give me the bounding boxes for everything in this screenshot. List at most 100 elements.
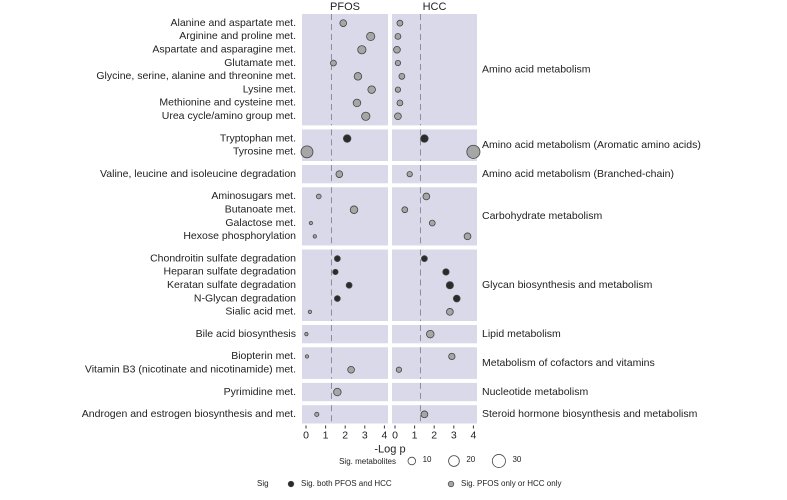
dot xyxy=(349,205,359,214)
row-label: Arginine and proline met. xyxy=(179,30,296,42)
dot xyxy=(332,268,339,276)
group-label: Metabolism of cofactors and vitamins xyxy=(482,357,655,369)
dot xyxy=(366,31,376,42)
dot xyxy=(300,145,314,159)
dot xyxy=(463,232,472,241)
size-legend-label: 20 xyxy=(466,455,475,464)
panel-background xyxy=(392,405,477,424)
row-label: Hexose phosphorylation xyxy=(183,230,296,242)
x-tick-label: 0 xyxy=(303,429,309,441)
row-label: Methionine and cysteine met. xyxy=(159,97,296,109)
dot xyxy=(334,295,341,302)
color-legend-title: Sig xyxy=(257,479,269,488)
row-label: Vitamin B3 (nicotinate and nicotinamide)… xyxy=(85,364,296,376)
dot xyxy=(315,193,322,200)
dot xyxy=(367,85,376,94)
row-label: Tyrosine met. xyxy=(233,146,296,158)
size-legend-dot xyxy=(491,454,506,468)
dot xyxy=(396,99,404,107)
dot xyxy=(335,170,344,178)
dot xyxy=(352,98,362,108)
row-label: Lysine met. xyxy=(243,83,296,95)
dot xyxy=(394,33,402,40)
row-label: Alanine and aspartate met. xyxy=(171,17,297,29)
dot xyxy=(307,309,313,314)
panel-title: PFOS xyxy=(330,1,360,13)
dot xyxy=(353,72,363,81)
panel-background xyxy=(302,325,388,344)
dot xyxy=(421,255,428,262)
row-label: N-Glycan degradation xyxy=(194,292,296,304)
panel-background xyxy=(302,382,388,402)
row-label: Chondroitin sulfate degradation xyxy=(150,252,296,264)
dot xyxy=(448,352,456,361)
panel-background xyxy=(392,347,477,379)
row-label: Tryptophan met. xyxy=(220,132,296,144)
x-axis-label: -Log p xyxy=(374,443,405,455)
dot xyxy=(304,354,310,359)
dot xyxy=(393,45,401,54)
panel-background xyxy=(392,249,477,321)
row-label: Keratan sulfate degradation xyxy=(167,279,296,291)
color-legend-label: Sig. both PFOS and HCC xyxy=(301,479,392,488)
row-label: Biopterin met. xyxy=(231,350,296,362)
panel-background xyxy=(302,405,388,424)
group-label: Steroid hormone biosynthesis and metabol… xyxy=(482,408,698,420)
dot xyxy=(330,59,337,67)
row-label: Urea cycle/amino group met. xyxy=(162,110,296,122)
dot xyxy=(452,294,461,303)
row-label: Glycine, serine, alanine and threonine m… xyxy=(96,70,296,82)
x-tick-label: 1 xyxy=(412,429,418,441)
dot xyxy=(357,45,367,55)
group-label: Amino acid metabolism (Branched-chain) xyxy=(482,168,674,180)
dot xyxy=(446,308,454,316)
dot xyxy=(442,268,450,276)
dot xyxy=(401,206,409,214)
size-legend-label: 30 xyxy=(512,455,521,464)
panel-background xyxy=(302,347,388,379)
dot xyxy=(396,19,404,27)
panel-background xyxy=(392,325,477,344)
panel-background xyxy=(392,382,477,402)
color-legend-dot xyxy=(447,480,455,488)
row-label: Bile acid biosynthesis xyxy=(196,328,296,340)
panel-background xyxy=(392,14,477,126)
dot xyxy=(347,365,355,374)
panel-title: HCC xyxy=(423,1,447,13)
row-label: Glutamate met. xyxy=(224,57,296,69)
x-tick-label: 4 xyxy=(381,429,387,441)
panel-background xyxy=(392,129,477,161)
dot xyxy=(428,219,436,227)
dot xyxy=(339,19,348,27)
x-tick-label: 2 xyxy=(431,429,437,441)
x-tick-label: 0 xyxy=(392,429,398,441)
dot xyxy=(394,59,402,67)
x-tick-label: 3 xyxy=(362,429,368,441)
row-label: Galactose met. xyxy=(225,217,296,229)
panel-background xyxy=(302,165,388,184)
row-label: Androgen and estrogen biosynthesis and m… xyxy=(82,408,296,420)
row-label: Aspartate and asparagine met. xyxy=(152,44,296,56)
dot xyxy=(304,332,309,337)
color-legend-label: Sig. PFOS only or HCC only xyxy=(461,479,561,488)
color-legend-dot xyxy=(287,480,295,488)
panel-background xyxy=(302,129,388,161)
dot xyxy=(426,329,435,339)
size-legend-dot xyxy=(407,456,416,466)
group-label: Amino acid metabolism xyxy=(482,63,591,75)
group-label: Carbohydrate metabolism xyxy=(482,210,602,222)
dot xyxy=(422,192,431,201)
group-label: Nucleotide metabolism xyxy=(482,386,588,398)
size-legend-label: 10 xyxy=(423,455,432,464)
dot xyxy=(342,134,352,143)
group-label: Lipid metabolism xyxy=(482,328,561,340)
dot xyxy=(312,234,317,239)
x-tick-label: 4 xyxy=(470,429,476,441)
row-label: Sialic acid met. xyxy=(225,306,296,318)
dot xyxy=(420,134,429,143)
dot xyxy=(308,220,313,226)
panel-background xyxy=(392,187,477,246)
panel-background xyxy=(302,14,388,126)
dot xyxy=(420,410,429,419)
